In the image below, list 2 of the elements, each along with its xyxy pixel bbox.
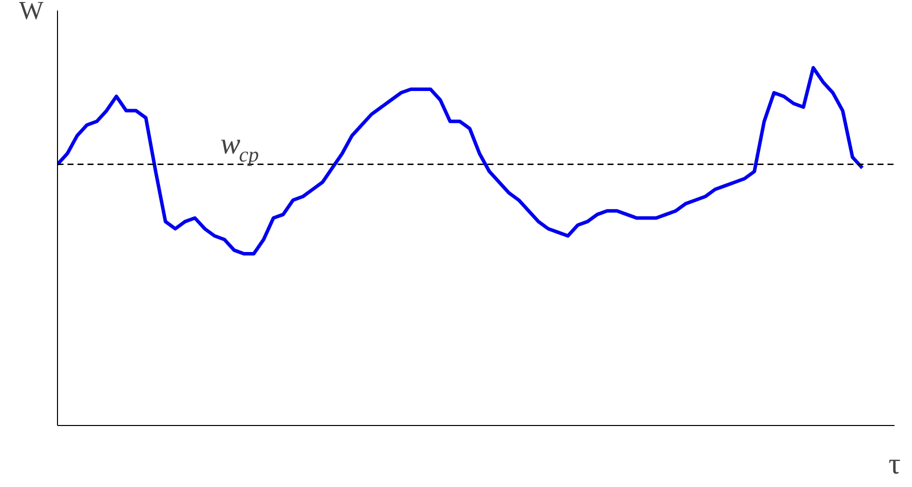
x-axis-title: τ — [888, 448, 901, 480]
y-axis-title: W — [18, 0, 44, 25]
